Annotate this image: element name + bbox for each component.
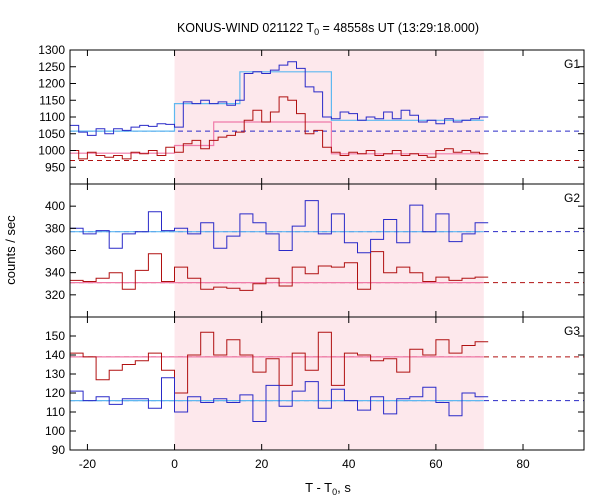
x-tick-label: 20 xyxy=(255,457,269,471)
x-tick-label: 60 xyxy=(429,457,443,471)
y-tick-label: 150 xyxy=(45,329,65,343)
panel-label: G1 xyxy=(564,57,580,71)
y-tick-label: 140 xyxy=(45,348,65,362)
y-tick-label: 1200 xyxy=(38,77,65,91)
blue-histogram xyxy=(70,61,489,136)
y-tick-label: 1000 xyxy=(38,144,65,158)
x-tick-label: -20 xyxy=(79,457,97,471)
y-tick-label: 120 xyxy=(45,386,65,400)
red-histogram xyxy=(70,331,489,394)
y-axis-label: counts / sec xyxy=(3,215,18,285)
blue-histogram xyxy=(70,200,489,254)
x-tick-label: 80 xyxy=(516,457,530,471)
panel-frame xyxy=(69,316,585,451)
y-tick-label: 130 xyxy=(45,367,65,381)
y-tick-label: 320 xyxy=(45,288,65,302)
panel-g2: 320 340 360 380 400 G2 xyxy=(45,183,585,318)
y-tick-label: 1050 xyxy=(38,127,65,141)
y-tick-label: 340 xyxy=(45,266,65,280)
x-axis-label: T - T0, s xyxy=(305,480,351,497)
y-tick-label: 1100 xyxy=(39,110,65,124)
y-tick-label: 360 xyxy=(45,244,65,258)
highlight-interval xyxy=(174,184,484,317)
y-tick-label: 90 xyxy=(52,443,66,457)
x-tick-label: 0 xyxy=(171,457,178,471)
blue-histogram xyxy=(70,377,489,422)
y-tick-label: 950 xyxy=(45,160,65,174)
y-tick-label: 1250 xyxy=(38,60,65,74)
panels-layer: 9501000105011001150120012501300G13203403… xyxy=(38,43,585,471)
panel-label: G3 xyxy=(564,324,580,338)
y-tick-label: 400 xyxy=(45,199,65,213)
y-tick-label: 110 xyxy=(46,405,65,419)
y-tick-label: 1150 xyxy=(39,93,65,107)
x-tick-label: 40 xyxy=(342,457,356,471)
red-histogram xyxy=(70,251,489,291)
y-tick-label: 380 xyxy=(45,221,65,235)
highlight-interval xyxy=(174,317,484,450)
red-histogram xyxy=(70,96,489,160)
y-tick-label: 1300 xyxy=(38,43,65,57)
panel-label: G2 xyxy=(564,191,580,205)
panel-g1: 950 1000 1050 1100 1150 1200 1250 1300 G1 xyxy=(38,43,585,185)
panel-g3: 90 100 110 120 130 140 150 G3 xyxy=(45,316,585,457)
y-tick-label: 100 xyxy=(45,424,65,438)
chart-title: KONUS-WIND 021122 T0 = 48558s UT (13:29:… xyxy=(177,21,479,37)
